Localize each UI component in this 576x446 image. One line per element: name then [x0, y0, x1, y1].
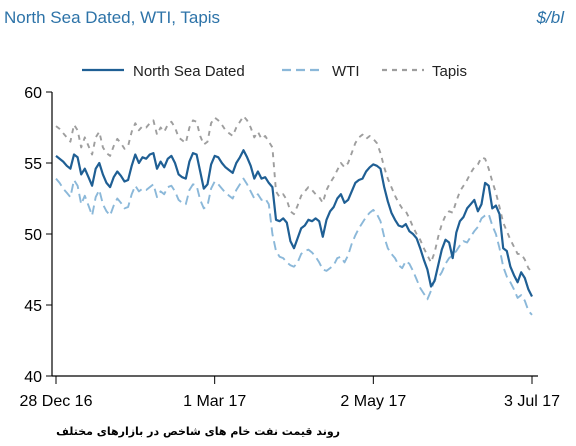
y-tick-label: 45: [24, 298, 42, 315]
x-tick-label: 28 Dec 16: [20, 393, 93, 410]
legend-label-tapis: Tapis: [432, 63, 467, 80]
legend: North Sea Dated WTI Tapis: [82, 63, 467, 80]
x-tick-label: 2 May 17: [340, 393, 406, 410]
unit-label: $/bl: [536, 8, 566, 27]
caption: روند قیمت نفت خام های شاخص در بازارهای م…: [56, 425, 340, 438]
chart-title: North Sea Dated, WTI, Tapis: [4, 8, 220, 27]
y-tick-label: 55: [24, 156, 42, 173]
axes: 40 45 50 55 60 28 Dec 16 1 Mar 17 2 May 17 3 Jul…: [20, 85, 561, 410]
legend-label-north-sea-dated: North Sea Dated: [133, 63, 245, 80]
legend-label-wti: WTI: [332, 63, 360, 80]
series-line-wti: [55, 177, 533, 316]
plot-lines: [55, 115, 533, 316]
x-tick-label: 3 Jul 17: [504, 393, 560, 410]
x-tick-label: 1 Mar 17: [183, 393, 246, 410]
series-line-north-sea-dated: [55, 149, 533, 297]
y-tick-label: 50: [24, 227, 42, 244]
y-tick-label: 40: [24, 369, 42, 386]
series-line-tapis: [55, 115, 533, 273]
y-tick-label: 60: [24, 85, 42, 102]
